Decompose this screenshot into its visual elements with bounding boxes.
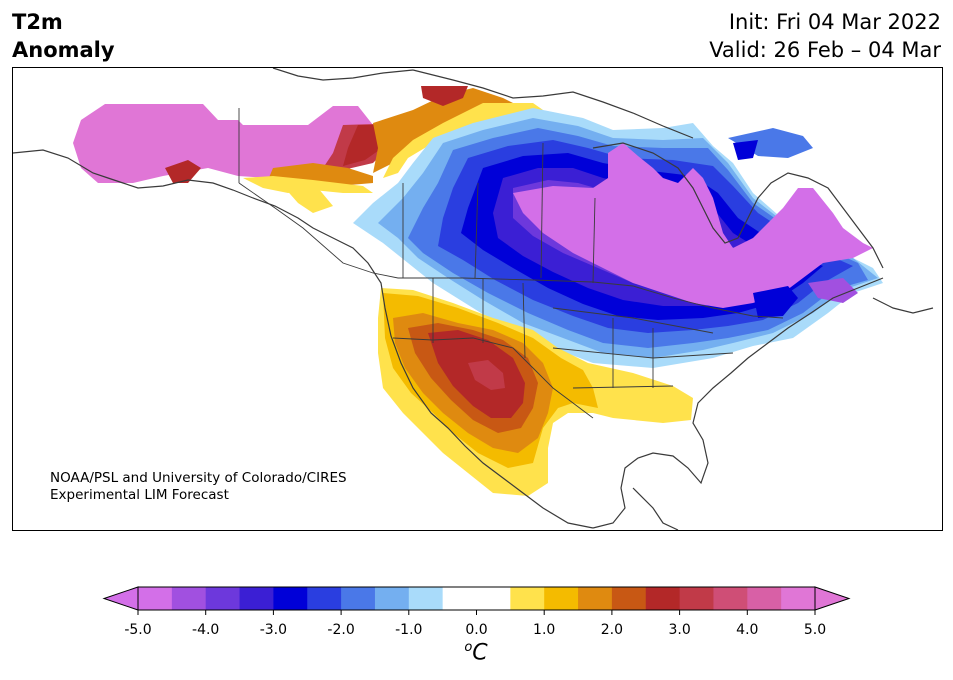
colorbar — [102, 586, 851, 615]
east-coast-dark — [753, 286, 798, 318]
colorbar-cell — [273, 587, 308, 610]
nova-scotia-purple — [808, 278, 858, 303]
forecast-dates: Init: Fri 04 Mar 2022 Valid: 26 Feb – 04… — [709, 8, 941, 64]
colorbar-tick-label: 5.0 — [803, 622, 827, 638]
colorbar-cell — [679, 587, 715, 610]
colorbar-cell — [476, 587, 511, 610]
colorbar-cell — [239, 587, 274, 610]
colorbar-cell — [645, 587, 681, 610]
colorbar-tick-label: 1.0 — [533, 622, 556, 638]
colorbar-cell — [138, 587, 173, 610]
colorbar-cell — [510, 587, 545, 610]
title-line-2: Anomaly — [12, 38, 115, 62]
title-line-1: T2m — [12, 10, 63, 34]
coastlines — [13, 68, 934, 530]
ne-alaska-yellow — [243, 176, 373, 193]
anomaly-map — [13, 68, 934, 530]
borders — [238, 108, 784, 419]
colorbar-cell — [205, 587, 241, 610]
bc-yellow — [283, 186, 333, 213]
colorbar-under-arrow — [102, 586, 139, 611]
unit-text: C — [472, 640, 488, 666]
alaska-south-dark — [165, 160, 201, 183]
map-title: T2m Anomaly — [12, 8, 115, 64]
colorbar-cells — [138, 587, 816, 610]
colorbar-cell — [307, 587, 342, 610]
colorbar-cell — [341, 587, 376, 610]
colorbar-tick-label: -4.0 — [192, 622, 220, 638]
sw-crimson — [468, 360, 505, 390]
colorbar-cell — [713, 587, 748, 610]
colorbar-unit: oC — [464, 640, 487, 665]
init-date: Init: Fri 04 Mar 2022 — [728, 10, 941, 34]
colorbar-cell — [408, 587, 444, 610]
colorbar-cell — [578, 587, 613, 610]
colorbar-cell — [544, 587, 579, 610]
colorbar-cell — [747, 587, 782, 610]
colorbar-over-arrow — [814, 586, 851, 611]
labrador-deep — [733, 140, 758, 160]
colorbar-tick-label: -3.0 — [259, 622, 288, 638]
quebec-magenta — [513, 143, 873, 308]
credit-line-1: NOAA/PSL and University of Colorado/CIRE… — [50, 470, 347, 486]
colorbar-cell — [374, 587, 410, 610]
credit-text: NOAA/PSL and University of Colorado/CIRE… — [50, 470, 347, 504]
colorbar-tick-label: -5.0 — [124, 622, 152, 638]
alaska-pink-region — [73, 104, 388, 183]
colorbar-cell — [781, 587, 816, 610]
colorbar-cell — [611, 587, 647, 610]
yukon-red — [421, 86, 468, 106]
unit-sup: o — [464, 640, 473, 655]
colorbar-tick-label: 4.0 — [736, 622, 759, 638]
colorbar-tick-label: 2.0 — [600, 622, 624, 638]
colorbar-ticks — [137, 610, 816, 615]
colorbar-tick-label: -1.0 — [395, 622, 423, 638]
colorbar-tick-label: 3.0 — [668, 622, 691, 638]
colorbar-tick-label: -2.0 — [327, 622, 355, 638]
credit-line-2: Experimental LIM Forecast — [50, 487, 229, 503]
colorbar-cell — [442, 587, 478, 610]
valid-range: Valid: 26 Feb – 04 Mar — [709, 38, 941, 62]
colorbar-tick-label: 0.0 — [465, 622, 488, 638]
map-panel: NOAA/PSL and University of Colorado/CIRE… — [12, 67, 943, 531]
colorbar-cell — [171, 587, 207, 610]
